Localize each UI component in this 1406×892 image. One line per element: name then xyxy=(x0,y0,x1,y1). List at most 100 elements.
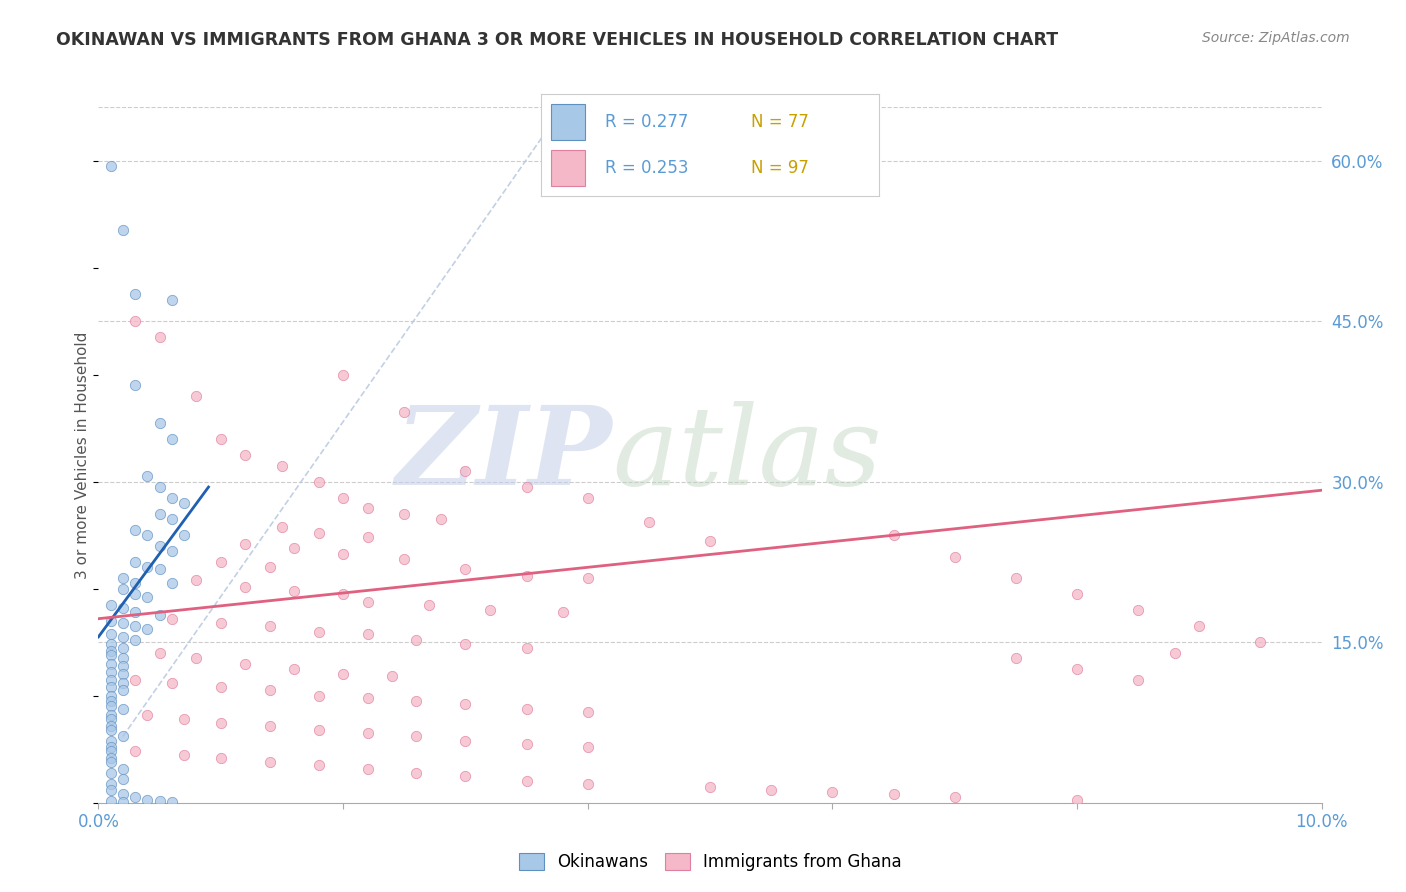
Point xyxy=(1066,792,1088,806)
Point xyxy=(356,594,378,608)
Text: ZIP: ZIP xyxy=(395,401,612,508)
Point xyxy=(516,737,538,751)
Point xyxy=(516,701,538,715)
Point xyxy=(418,598,440,612)
Point xyxy=(111,762,134,776)
Y-axis label: 3 or more Vehicles in Household: 3 or more Vehicles in Household xyxy=(75,331,90,579)
Point xyxy=(209,555,232,569)
Point xyxy=(356,626,378,640)
Point xyxy=(160,512,183,526)
Point xyxy=(699,533,721,548)
Point xyxy=(160,293,183,307)
Point xyxy=(430,512,453,526)
Point xyxy=(160,576,183,591)
Point xyxy=(149,794,172,808)
Point xyxy=(100,665,122,680)
Point xyxy=(454,769,477,783)
Point xyxy=(136,528,159,542)
Point xyxy=(1004,571,1026,585)
Point xyxy=(209,751,232,765)
Point xyxy=(111,676,134,690)
Point xyxy=(454,464,477,478)
Point xyxy=(100,159,122,173)
Point xyxy=(100,614,122,628)
Point xyxy=(100,598,122,612)
Point xyxy=(124,287,146,301)
Point xyxy=(516,640,538,655)
Point xyxy=(381,669,404,683)
Point xyxy=(124,523,146,537)
Point xyxy=(332,667,354,681)
Point xyxy=(259,755,281,769)
Point xyxy=(111,787,134,801)
Point xyxy=(454,698,477,712)
Text: atlas: atlas xyxy=(612,401,882,508)
Point xyxy=(100,637,122,651)
Point xyxy=(1066,662,1088,676)
Point xyxy=(124,605,146,619)
Point xyxy=(100,765,122,780)
Point xyxy=(308,689,330,703)
Point xyxy=(100,723,122,737)
Point xyxy=(100,689,122,703)
Point xyxy=(943,549,966,564)
Point xyxy=(100,744,122,758)
Point xyxy=(1164,646,1187,660)
Point xyxy=(356,690,378,705)
Point xyxy=(100,755,122,769)
Point xyxy=(100,708,122,723)
Point xyxy=(576,740,599,755)
Point xyxy=(100,644,122,658)
Point xyxy=(124,619,146,633)
Point xyxy=(124,314,146,328)
Point xyxy=(100,719,122,733)
Point xyxy=(356,762,378,776)
Point xyxy=(576,776,599,790)
Text: R = 0.277: R = 0.277 xyxy=(606,113,689,131)
Point xyxy=(405,694,427,708)
Point xyxy=(136,591,159,605)
Point xyxy=(136,560,159,574)
Point xyxy=(100,794,122,808)
Point xyxy=(136,708,159,723)
Point xyxy=(100,626,122,640)
Point xyxy=(100,657,122,671)
FancyBboxPatch shape xyxy=(551,150,585,186)
Point xyxy=(308,723,330,737)
Point xyxy=(111,795,134,809)
Point xyxy=(111,571,134,585)
Point xyxy=(136,623,159,637)
Point xyxy=(186,573,208,587)
Point xyxy=(283,583,305,598)
Text: R = 0.253: R = 0.253 xyxy=(606,159,689,177)
Point xyxy=(100,733,122,747)
Point xyxy=(209,432,232,446)
Point xyxy=(576,491,599,505)
Point xyxy=(943,790,966,805)
Point xyxy=(405,765,427,780)
Point xyxy=(1249,635,1271,649)
Point xyxy=(259,719,281,733)
Point xyxy=(392,551,416,566)
Point xyxy=(149,562,172,576)
Point xyxy=(283,541,305,555)
Point xyxy=(308,758,330,772)
Text: N = 97: N = 97 xyxy=(751,159,808,177)
Point xyxy=(454,733,477,747)
Point xyxy=(821,785,844,799)
Point xyxy=(136,792,159,806)
Point xyxy=(160,612,183,626)
Point xyxy=(1066,587,1088,601)
Point xyxy=(149,480,172,494)
Legend: Okinawans, Immigrants from Ghana: Okinawans, Immigrants from Ghana xyxy=(512,847,908,878)
Point xyxy=(883,528,905,542)
Point xyxy=(308,475,330,489)
Point xyxy=(111,772,134,787)
Point xyxy=(111,615,134,630)
Point xyxy=(270,519,292,533)
Point xyxy=(100,680,122,694)
Point xyxy=(332,368,354,382)
Point xyxy=(149,507,172,521)
Point xyxy=(111,601,134,615)
Point xyxy=(233,537,256,551)
